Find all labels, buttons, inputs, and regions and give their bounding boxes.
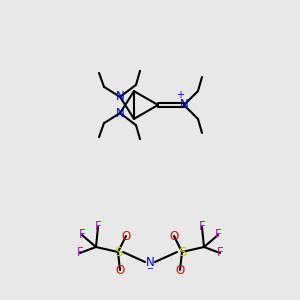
Text: F: F <box>95 220 101 233</box>
Text: O: O <box>169 230 178 242</box>
Text: −: − <box>146 265 154 274</box>
Text: S: S <box>178 245 186 259</box>
Text: F: F <box>217 247 223 260</box>
Text: N: N <box>116 106 124 120</box>
Text: N: N <box>146 256 154 268</box>
Text: N: N <box>180 98 188 112</box>
Text: F: F <box>199 220 205 233</box>
Text: O: O <box>176 263 184 277</box>
Text: O: O <box>122 230 130 242</box>
Text: +: + <box>176 90 184 100</box>
Text: F: F <box>79 229 85 242</box>
Text: F: F <box>215 229 221 242</box>
Text: F: F <box>77 247 83 260</box>
Text: N: N <box>116 90 124 104</box>
Text: S: S <box>114 245 122 259</box>
Text: O: O <box>116 263 124 277</box>
